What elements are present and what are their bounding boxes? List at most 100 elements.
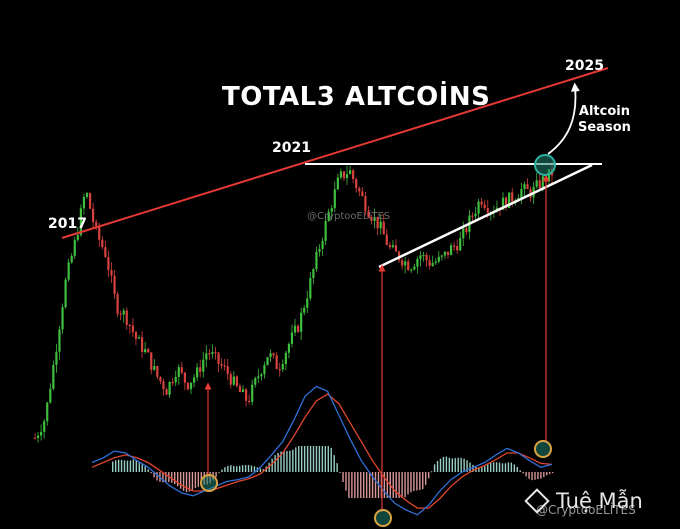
candle-body [64,279,67,308]
candle-body [345,174,349,179]
macd-histogram-bar [123,460,126,472]
candle-body [189,382,193,390]
macd-histogram-bar [525,472,527,477]
candle-body [318,248,321,252]
macd-histogram-bar [327,446,329,472]
candle-body [367,211,370,218]
altcoin-season-line1: Altcoin [578,104,630,119]
rising-support-line [378,163,593,269]
macd-histogram-bar [174,472,176,485]
macd-histogram-bar [540,472,542,479]
candle-body [33,437,37,440]
candle-body [348,170,352,175]
candle-body [165,389,168,395]
candle-body [505,197,508,208]
candle-body [287,344,291,353]
macd-histogram-bar [194,472,197,489]
candle-body [327,211,330,222]
candle-body [352,170,355,180]
macd-histogram-bar [439,458,442,472]
candle-body [79,208,82,236]
macd-histogram-bar [351,472,353,498]
brand-name: Tuệ Mẫn [556,489,643,513]
candle-body [382,221,385,235]
macd-histogram-bar [283,450,285,472]
macd-histogram-bar [315,446,318,472]
candle-body [220,363,223,366]
macd-histogram-bar [286,450,288,472]
candle-body [309,278,312,299]
macd-histogram-bar [126,460,129,472]
macd-histogram-bar [348,472,350,498]
brand-logo-icon [524,488,550,514]
macd-histogram-bar [268,462,270,472]
macd-histogram-bar [280,451,282,472]
label-2025: 2025 [565,58,604,74]
macd-histogram-bar [478,467,480,472]
macd-histogram-bar [218,472,220,473]
candle-body [471,215,474,217]
candle-body [113,275,116,295]
candle-body [293,325,297,333]
candle-body [410,269,413,271]
macd-histogram-bar [492,462,495,472]
candle-body [122,310,125,315]
macd-histogram-bar [413,472,415,492]
candle-body [43,421,46,432]
macd-histogram-bar [460,457,462,472]
macd-histogram-bar [457,457,459,472]
macd-histogram-bar [300,446,303,472]
candle-body [303,307,306,313]
macd-histogram-bar [425,472,427,485]
price-candles [33,162,554,443]
candle-body [425,254,428,261]
candle-body [486,208,489,213]
candle-body [208,353,211,355]
circle-macd-current [534,440,552,458]
candle-body [140,337,144,352]
macd-histogram-bar [543,472,545,478]
candle-body [440,255,443,257]
macd-histogram-bar [306,446,309,472]
candle-body [205,353,208,360]
macd-histogram-bar [259,468,262,472]
macd-histogram-bar [144,466,146,472]
macd-histogram-bar [197,472,200,487]
candle-body [416,258,419,267]
candle-body [300,312,303,332]
candle-body [333,189,336,209]
candle-body [324,221,327,241]
macd-histogram-bar [365,472,368,498]
candle-body [385,234,388,245]
macd-histogram-bar [498,462,501,472]
candle-body [397,251,401,261]
candle-body [260,374,263,377]
candle-body [180,367,183,373]
macd-histogram-bar [407,472,409,495]
candle-body [394,245,398,252]
macd-signal-line [91,393,553,509]
macd-histogram-bar [430,471,433,473]
resistance-line [61,67,609,239]
candle-body [156,365,159,377]
candle-body [217,352,220,364]
macd-histogram-bar [360,472,362,498]
candle-body [226,366,229,375]
candle-body [538,180,541,189]
macd-histogram-bar [363,472,365,498]
candle-body [238,386,242,393]
candle-body [373,216,376,221]
macd-histogram-bar [546,472,548,476]
candle-body [275,355,278,370]
candle-body [342,171,346,179]
candle-body [358,188,361,192]
candle-body [459,238,462,251]
macd-histogram-bar [466,460,468,472]
candle-body [465,228,468,232]
macd-histogram-bar [182,472,185,491]
candle-body [202,359,205,372]
macd-histogram-bar [244,465,247,472]
candle-body [70,255,73,263]
macd-histogram-bar [354,472,356,498]
macd-histogram-bar [422,472,424,490]
